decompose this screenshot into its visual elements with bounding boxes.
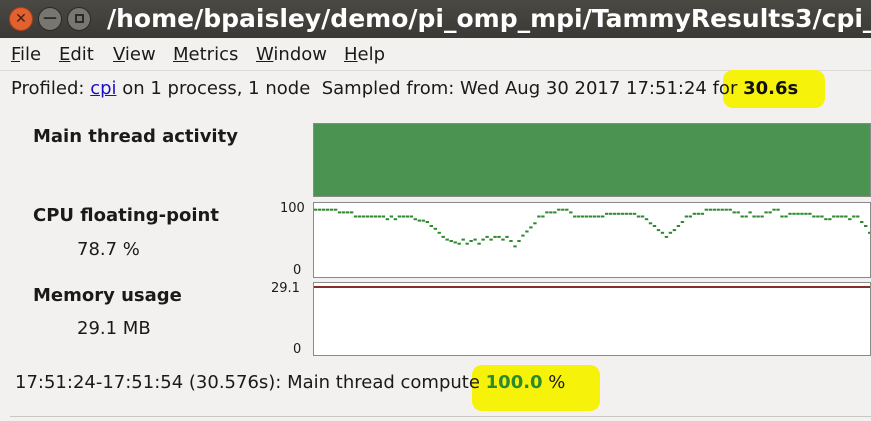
menu-edit[interactable]: Edit [59,44,94,66]
close-window-button[interactable]: ✕ [9,7,33,31]
menu-view-label: iew [124,44,156,65]
process-info: on 1 process, 1 node [116,78,311,99]
title-bar: ✕ — /home/bpaisley/demo/pi_omp_mpi/Tammy… [0,0,871,38]
cpu-fp-chart[interactable] [313,202,871,278]
menu-file[interactable]: File [11,44,41,66]
menu-metrics[interactable]: Metrics [173,44,238,66]
memory-value: 29.1 MB [77,318,151,339]
program-link[interactable]: cpi [90,78,117,99]
bottom-divider [10,416,871,417]
main-thread-activity-fill [314,124,870,196]
cpu-fp-plot [314,208,870,248]
memory-axis-min: 0 [293,342,302,357]
memory-chart[interactable] [313,282,871,356]
main-thread-chart[interactable] [313,123,871,197]
maximize-window-button[interactable] [67,7,91,31]
compute-highlight [472,365,600,411]
menu-window-label: indow [273,44,327,65]
sampled-info: Sampled from: Wed Aug 30 2017 17:51:24 [321,78,707,99]
time-range-text: 17:51:24-17:51:54 (30.576s): Main thread… [15,372,486,393]
minimize-window-button[interactable]: — [38,7,62,31]
menu-help[interactable]: Help [344,44,385,66]
menu-file-accel: F [11,44,21,65]
main-thread-label: Main thread activity [33,126,238,147]
profiled-label: Profiled: [11,78,91,99]
menu-metrics-accel: M [173,44,189,65]
menu-window[interactable]: Window [256,44,327,66]
cpu-axis-max: 100 [280,201,305,216]
menu-edit-label: dit [70,44,94,65]
window-title: /home/bpaisley/demo/pi_omp_mpi/TammyResu… [107,4,871,33]
menu-bar: File Edit View Metrics Window Help [0,38,871,71]
compute-unit: % [542,372,566,393]
for-label: for [706,78,744,99]
memory-axis-max: 29.1 [271,281,300,296]
menu-metrics-label: etrics [188,44,239,65]
menu-help-label: elp [357,44,386,65]
menu-edit-accel: E [59,44,71,65]
cpu-fp-label: CPU floating-point [33,205,219,226]
cpu-axis-min: 0 [293,263,302,278]
maximize-icon [74,14,84,23]
menu-window-accel: W [256,44,274,65]
menu-view[interactable]: View [113,44,156,66]
menu-view-accel: V [113,44,125,65]
profile-info: Profiled: cpi on 1 process, 1 node Sampl… [11,78,798,100]
menu-file-label: ile [20,44,42,65]
menu-help-accel: H [344,44,358,65]
duration-value: 30.6s [743,78,799,99]
status-footer: 17:51:24-17:51:54 (30.576s): Main thread… [15,372,565,394]
compute-percent: 100.0 [485,372,543,393]
memory-label: Memory usage [33,285,182,306]
duration-highlight [723,70,825,108]
memory-usage-line [314,286,870,288]
cpu-fp-value: 78.7 % [77,239,140,260]
